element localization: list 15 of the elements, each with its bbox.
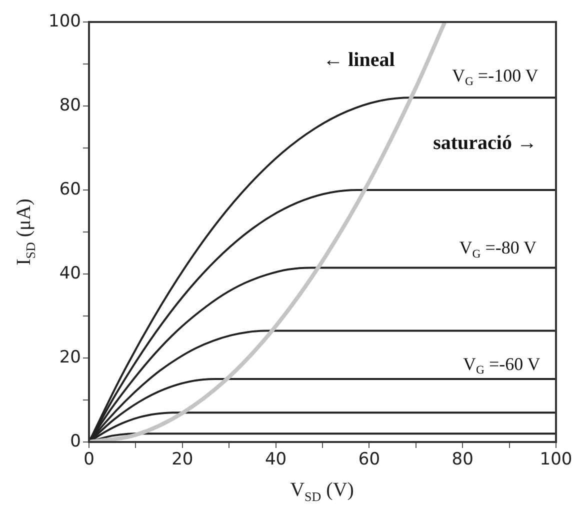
- x-axis-title: V$_{SD}$ (V): [290, 479, 354, 505]
- x-tick-label: 80: [452, 450, 474, 470]
- annotation: saturació →: [433, 132, 537, 154]
- x-tick-label: 60: [358, 450, 380, 470]
- x-tick-label: 0: [84, 450, 94, 470]
- y-tick-label: 0: [70, 431, 81, 452]
- y-tick-label: 20: [59, 347, 81, 368]
- x-tick-label: 20: [172, 450, 194, 470]
- y-tick-label: 60: [59, 179, 81, 200]
- x-tick-label: 40: [264, 450, 287, 470]
- y-tick-label: 100: [48, 11, 81, 32]
- annotation: ← lineal: [323, 49, 396, 72]
- y-tick-label: 80: [59, 95, 81, 116]
- x-tick-label: 100: [540, 450, 572, 470]
- y-tick-label: 40: [59, 263, 81, 284]
